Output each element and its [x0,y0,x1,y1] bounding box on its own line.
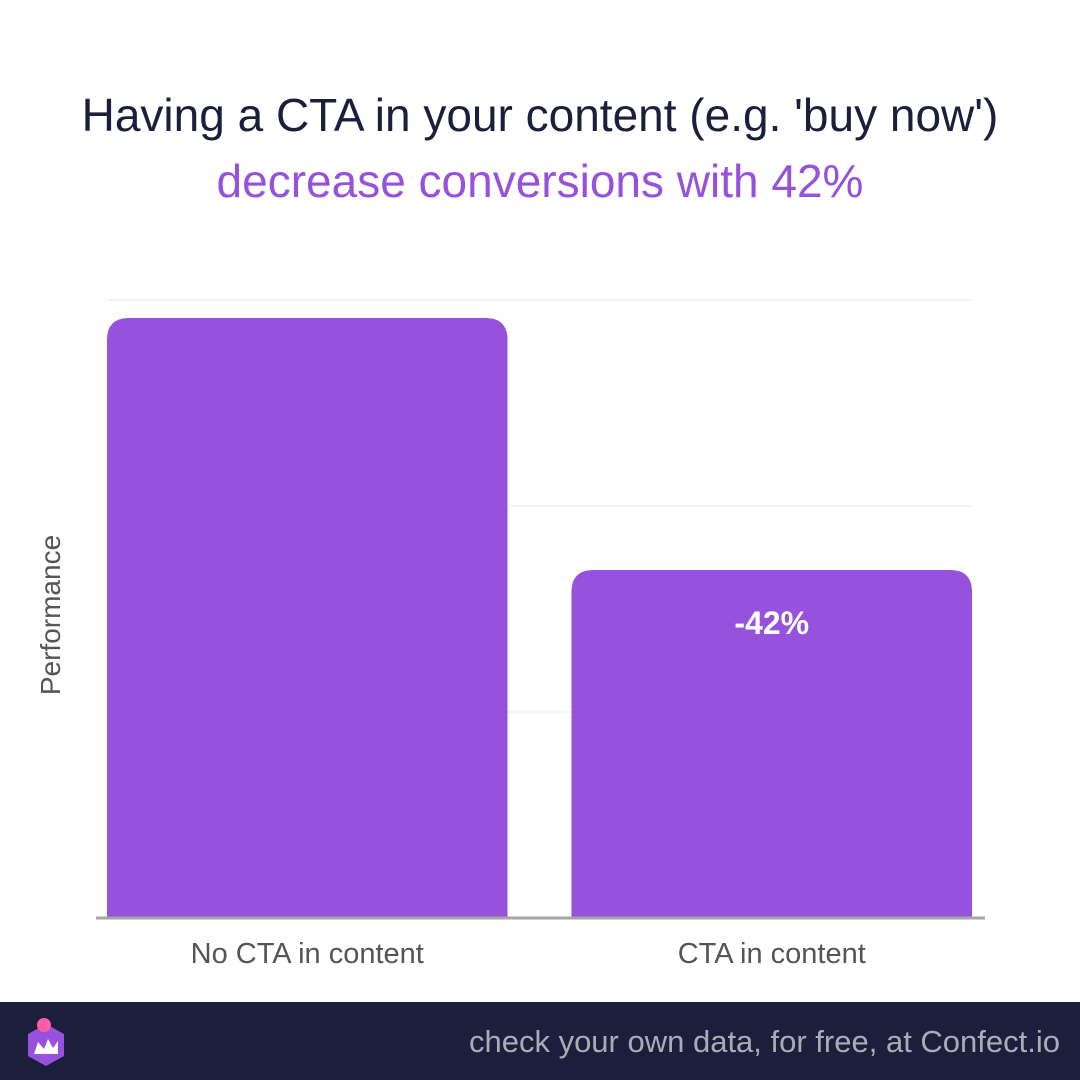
footer-text: check your own data, for free, at Confec… [468,1024,1060,1059]
x-tick-label: CTA in content [678,938,866,970]
x-tick-label: No CTA in content [191,938,424,970]
bar-1 [571,570,972,918]
bar-data-label: -42% [734,605,809,641]
confect-logo-icon [28,1018,64,1066]
y-axis-label: Performance [35,535,66,695]
bar-0 [107,318,508,918]
title-line-1: Having a CTA in your content (e.g. 'buy … [81,89,999,141]
bar-chart: No CTA in content -42% CTA in content Perfo… [35,299,985,970]
footer-bar: check your own data, for free, at Confec… [0,1002,1080,1080]
chart-title: Having a CTA in your content (e.g. 'buy … [0,82,1080,214]
title-line-2: decrease conversions with 42% [216,155,864,207]
